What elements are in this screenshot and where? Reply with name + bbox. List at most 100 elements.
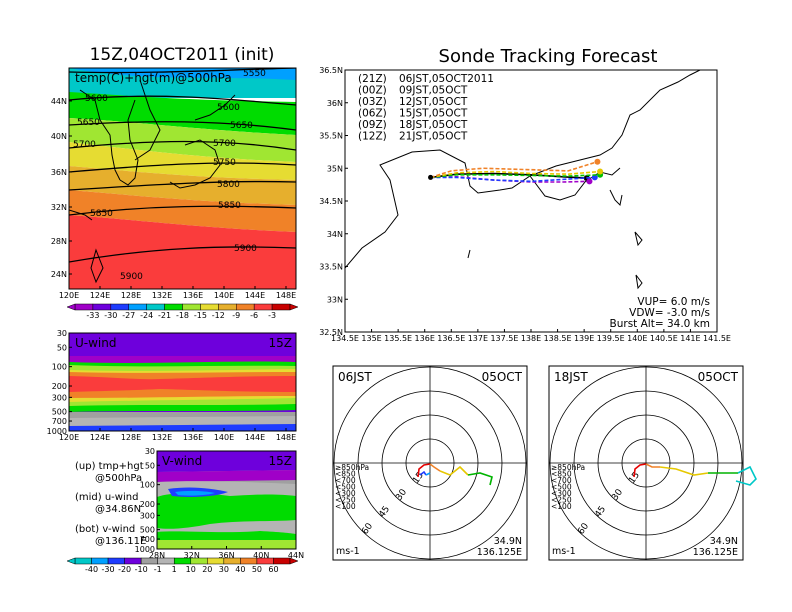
colorbar-swatch xyxy=(182,303,201,311)
colorbar-label: -15 xyxy=(194,311,207,320)
hodograph-segment xyxy=(419,470,427,476)
track-x-ticks: 134.5E 135E 135.5E 136E 136.5E 137E 137.5E 138E… xyxy=(331,329,731,343)
svg-text:5750: 5750 xyxy=(213,158,236,168)
x-tick-label: 136E xyxy=(183,291,203,300)
colorbar-label: 50 xyxy=(252,565,262,574)
temp-colorbar: -33 -30 -27 -24 -21 -18 -15 -12 -9 -6 -3 xyxy=(66,303,299,320)
legend-time-3: (06Z) xyxy=(358,108,387,120)
colorbar-swatch xyxy=(236,303,255,311)
y-tick-label: 100 xyxy=(52,363,67,372)
y-tick-label: 700 xyxy=(140,535,155,544)
colorbar-label: -27 xyxy=(122,311,135,320)
colorbar-swatch xyxy=(164,303,183,311)
colorbar-swatch xyxy=(256,557,274,565)
colorbar-swatch xyxy=(124,557,142,565)
hodograph-segment xyxy=(417,463,431,478)
u-wind-x-ticks: 120E 124E 128E 132E 136E 140E 144E 148E xyxy=(59,428,296,442)
colorbar-swatch xyxy=(128,303,147,311)
track-line-2 xyxy=(430,176,595,183)
x-tick-label: 144E xyxy=(245,291,265,300)
svg-text:5800: 5800 xyxy=(217,180,240,190)
svg-text:5700: 5700 xyxy=(73,140,96,150)
hodograph-legend-item: <250 xyxy=(551,496,572,505)
hodograph-date: 05OCT xyxy=(482,370,523,384)
hodograph-lat: 34.9N xyxy=(710,536,738,547)
legend-time-1: (00Z) xyxy=(358,85,387,97)
hodograph-date: 05OCT xyxy=(698,370,739,384)
y-tick-label: 30 xyxy=(57,329,67,338)
x-tick-label: 139E xyxy=(574,334,594,343)
track-endpoint-5 xyxy=(594,158,601,165)
colorbar-label: -1 xyxy=(154,565,162,574)
hodograph-segment xyxy=(439,465,469,476)
hodograph-legend-item: <100 xyxy=(551,502,572,511)
y-tick-label: 50 xyxy=(57,343,67,352)
colorbar-label: -12 xyxy=(212,311,225,320)
legend-time-4: (09Z) xyxy=(358,119,387,131)
v-wind-time: 15Z xyxy=(269,454,293,468)
y-tick-label: 700 xyxy=(52,417,67,426)
vdw-text: VDW= -3.0 m/s xyxy=(629,307,710,319)
colorbar-label: -21 xyxy=(158,311,171,320)
colorbar-swatch xyxy=(74,303,94,311)
u-wind-panel: U-wind 15Z 120E 124E 128E 132E 136E 140E 144E 1… xyxy=(47,329,297,442)
colorbar-label: 60 xyxy=(268,565,278,574)
colorbar-label: -10 xyxy=(135,565,148,574)
y-tick-label: 24N xyxy=(51,270,67,279)
x-tick-label: 138.5E xyxy=(544,334,572,343)
colorbar-label: 1 xyxy=(172,565,177,574)
colorbar-swatch xyxy=(240,557,258,565)
track-coastline xyxy=(345,70,701,290)
y-tick-label: 40N xyxy=(51,132,67,141)
band-red xyxy=(69,215,296,289)
track-endpoint-4 xyxy=(597,168,604,175)
x-tick-label: 148E xyxy=(276,291,296,300)
y-tick-label: 50 xyxy=(145,461,155,470)
track-endpoint-1 xyxy=(586,178,593,185)
hodograph-18jst: 18JST 05OCT15304560≥850hPa<850<700<500<30… xyxy=(548,365,757,561)
y-tick-label: 35.5N xyxy=(319,132,343,141)
hodograph-legend-item: <250 xyxy=(335,496,356,505)
x-tick-label: 124E xyxy=(90,291,110,300)
x-tick-label: 136E xyxy=(183,433,203,442)
y-tick-label: 34N xyxy=(327,230,343,239)
x-tick-label: 120E xyxy=(59,433,79,442)
colorbar-label: 20 xyxy=(202,565,212,574)
note-mid-b: @34.86N xyxy=(95,504,141,515)
x-tick-label: 140E xyxy=(214,291,234,300)
u-wind-frame xyxy=(68,332,297,432)
x-tick-label: 132E xyxy=(152,433,172,442)
colorbar-label: 30 xyxy=(219,565,229,574)
side-notes: (up) tmp+hgt @500hPa (mid) u-wind @34.86… xyxy=(75,461,146,547)
hodograph-unit: ms-1 xyxy=(552,546,576,557)
note-bot-b: @136.11E xyxy=(95,536,146,547)
track-y-ticks: 32.5N 33N 33.5N 34N 34.5N 35N 35.5N 36N 36.5N xyxy=(319,66,348,337)
band-orange xyxy=(69,190,296,232)
svg-text:5650: 5650 xyxy=(77,118,100,128)
y-tick-label: 32.5N xyxy=(319,328,343,337)
note-bot-a: (bot) v-wind xyxy=(75,524,135,535)
x-tick-label: 36N xyxy=(218,551,234,560)
x-tick-label: 120E xyxy=(59,291,79,300)
burst-text: Burst Alt= 34.0 km xyxy=(610,318,710,330)
colorbar-swatch xyxy=(190,557,208,565)
colorbar-label: -40 xyxy=(85,565,98,574)
colorbar-label: -18 xyxy=(176,311,189,320)
hodograph-lat: 34.9N xyxy=(494,536,522,547)
hodograph-segment xyxy=(659,466,709,476)
hodograph-legend-item: <500 xyxy=(551,483,572,492)
x-tick-label: 141E xyxy=(680,334,700,343)
hodograph-lon: 136.125E xyxy=(477,547,522,558)
colorbar-swatch xyxy=(218,303,237,311)
u-wind-title: U-wind xyxy=(75,336,116,350)
x-tick-label: 138E xyxy=(521,334,541,343)
x-tick-label: 136.5E xyxy=(437,334,465,343)
x-tick-label: 124E xyxy=(90,433,110,442)
y-tick-label: 300 xyxy=(52,393,67,402)
hodograph-legend-item: <700 xyxy=(335,476,356,485)
map-x-ticks: 120E 124E 128E 132E 136E 140E 144E 148E xyxy=(59,286,296,300)
legend-label-2: 12JST,05OCT xyxy=(399,96,468,108)
hodograph-segment xyxy=(425,472,431,476)
band-blue xyxy=(69,68,296,80)
